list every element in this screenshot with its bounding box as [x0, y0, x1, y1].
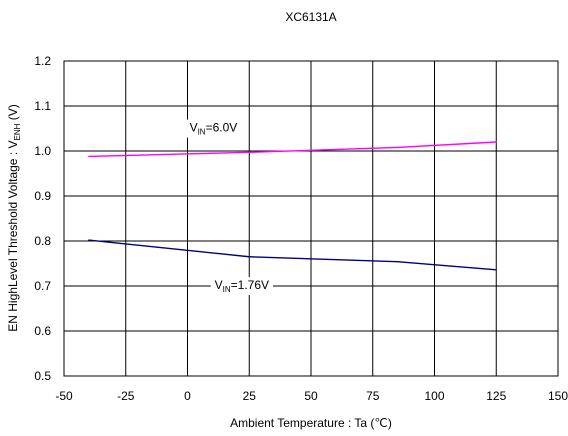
x-tick-label: -50 — [55, 389, 73, 403]
y-tick-label: 0.7 — [34, 279, 51, 293]
x-tick-label: 0 — [184, 389, 191, 403]
chart-title: XC6131A — [285, 10, 336, 24]
x-tick-label: -25 — [117, 389, 135, 403]
y-tick-label: 0.8 — [34, 234, 51, 248]
y-tick-label: 0.9 — [34, 189, 51, 203]
series-point — [248, 151, 250, 153]
y-tick-label: 0.5 — [34, 369, 51, 383]
x-tick-label: 50 — [304, 389, 318, 403]
y-tick-label: 1.1 — [34, 99, 51, 113]
series-label-rest: =6.0V — [206, 121, 238, 135]
x-tick-label: 75 — [366, 389, 380, 403]
series-point — [88, 239, 90, 241]
series-label-main: V — [215, 278, 223, 292]
y-tick-labels: 0.5 0.6 0.7 0.8 0.9 1.0 1.1 1.2 — [34, 54, 51, 383]
series-label-bg — [185, 119, 242, 138]
y-axis-label: EN HighLevel Threshold Voltage : VENH (V… — [6, 104, 22, 331]
x-axis-label: Ambient Temperature : Ta (℃) — [230, 416, 392, 430]
series-label: VIN=6.0V — [185, 119, 242, 138]
series-label-main: V — [190, 121, 198, 135]
series-label: VIN=1.76V — [210, 277, 274, 296]
series-line — [88, 239, 497, 271]
x-tick-labels: -50 -25 0 25 50 75 100 125 150 — [55, 389, 568, 403]
x-tick-label: 100 — [424, 389, 444, 403]
series-point — [495, 141, 497, 143]
series-label-sub: IN — [223, 285, 231, 294]
series-label-bg — [210, 277, 274, 296]
x-tick-label: 25 — [243, 389, 257, 403]
series-point — [396, 146, 399, 148]
svg-text:VIN=6.0V: VIN=6.0V — [190, 121, 238, 137]
series-label-rest: =1.76V — [231, 278, 269, 292]
series-point — [396, 261, 399, 263]
series-point — [248, 256, 250, 258]
y-tick-label: 0.6 — [34, 324, 51, 338]
series-label-sub: IN — [198, 128, 206, 137]
series-point — [495, 269, 497, 271]
x-tick-label: 125 — [486, 389, 506, 403]
y-tick-label: 1.2 — [34, 54, 51, 68]
series-point — [88, 155, 90, 157]
svg-text:VIN=1.76V: VIN=1.76V — [215, 278, 269, 294]
series-line — [88, 141, 497, 158]
x-tick-label: 150 — [548, 389, 568, 403]
grid-lines — [64, 61, 558, 376]
y-tick-label: 1.0 — [34, 144, 51, 158]
